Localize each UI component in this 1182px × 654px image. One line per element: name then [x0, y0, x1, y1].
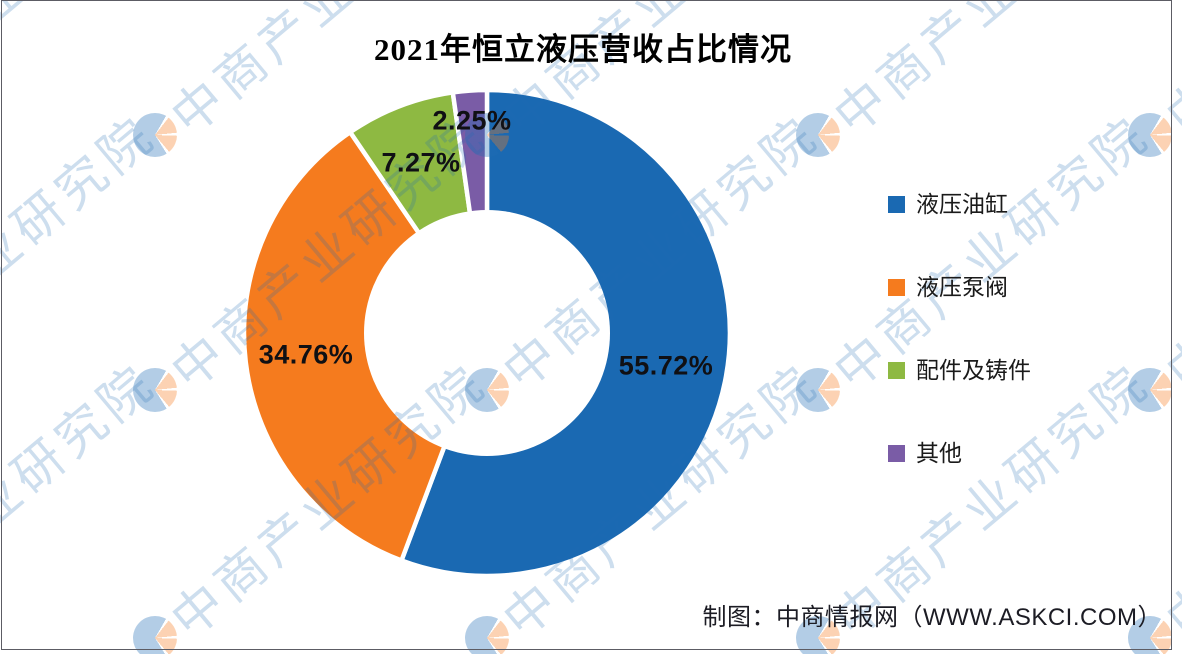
slice-label-1: 34.76%	[258, 339, 354, 370]
legend-label: 液压泵阀	[916, 274, 1008, 300]
legend-swatch-icon	[888, 278, 905, 296]
askci-watermark-logo-icon	[133, 616, 177, 654]
legend-item-hydraulic-pump-valve: 液压泵阀	[888, 273, 1008, 301]
legend-swatch-icon	[888, 361, 905, 379]
legend-swatch-icon	[888, 195, 905, 213]
askci-watermark-text: 中商产业研究院	[0, 0, 166, 145]
slice-label-3: 2.25%	[432, 105, 512, 136]
donut-svg	[241, 87, 733, 579]
askci-watermark-logo-icon	[133, 368, 177, 412]
askci-watermark-logo-icon	[133, 113, 177, 157]
askci-watermark-text: 中商产业研究院	[824, 0, 1160, 145]
askci-watermark-logo-icon	[1128, 368, 1172, 412]
legend-item-other: 其他	[888, 439, 962, 467]
legend-label: 配件及铸件	[916, 357, 1031, 383]
askci-watermark-logo-icon	[796, 113, 840, 157]
slice-label-0: 55.72%	[618, 350, 714, 381]
source-credit-text: 制图：中商情报网（WWW.ASKCI.COM）	[702, 604, 1162, 631]
askci-watermark-logo-icon	[465, 616, 509, 654]
legend-item-hydraulic-cylinder: 液压油缸	[888, 190, 1008, 218]
donut-chart	[239, 85, 735, 581]
askci-watermark-text: 中商产业研究院	[1156, 0, 1182, 145]
legend-label: 其他	[916, 440, 962, 466]
legend-item-parts-castings: 配件及铸件	[888, 356, 1031, 384]
askci-watermark-logo-icon	[1128, 113, 1172, 157]
slice-label-2: 7.27%	[381, 147, 461, 178]
askci-watermark-text: 中商产业研究院	[0, 353, 167, 649]
askci-watermark-text: 中商产业研究院	[824, 105, 1161, 401]
askci-watermark-text: 中商产业研究院	[0, 105, 167, 401]
askci-watermark-text: 中商产业研究院	[1156, 105, 1182, 401]
legend-label: 液压油缸	[916, 191, 1008, 217]
donut-hole	[364, 210, 610, 456]
askci-watermark-logo-icon	[796, 368, 840, 412]
chart-title: 2021年恒立液压营收占比情况	[374, 32, 792, 67]
legend-swatch-icon	[888, 444, 905, 462]
